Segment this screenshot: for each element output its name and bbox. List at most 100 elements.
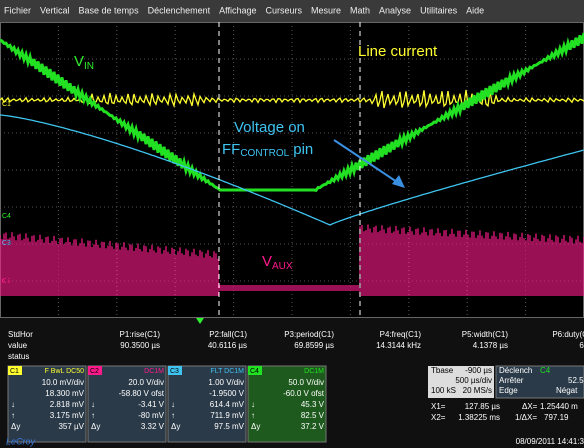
menu-item[interactable]: Déclenchement bbox=[148, 5, 211, 15]
meas-name[interactable]: P4:freq(C1) bbox=[380, 330, 422, 339]
x1-label: X1= bbox=[431, 402, 446, 411]
meas-value: 14.3144 kHz bbox=[376, 341, 421, 350]
menu-item[interactable]: Base de temps bbox=[79, 5, 140, 15]
inv-value: 797.19 bbox=[544, 413, 569, 422]
channel-line: 1.00 V/div bbox=[208, 378, 244, 387]
channel-settings: DC1M bbox=[304, 368, 324, 375]
tbase-div: 500 µs/div bbox=[455, 376, 492, 385]
menu: Fichier Vertical Base de temps Déclenchemen… bbox=[4, 5, 484, 15]
row-label: value bbox=[8, 341, 28, 350]
menu-item[interactable]: Math bbox=[350, 5, 370, 15]
meas-value: 40.6116 µs bbox=[208, 341, 247, 350]
menu-item[interactable]: Fichier bbox=[4, 5, 31, 15]
meas-value: 6.85 bbox=[579, 341, 584, 350]
channel-id: C2 bbox=[90, 368, 99, 375]
menu-item[interactable]: Curseurs bbox=[266, 5, 303, 15]
trace-c3 bbox=[0, 114, 584, 226]
channel-tab bbox=[248, 366, 262, 375]
menu-bar bbox=[0, 0, 584, 22]
ff-tail: pin bbox=[293, 141, 313, 158]
tbase-samples: 100 kS bbox=[431, 386, 456, 395]
x2-value: 1.38225 ms bbox=[458, 413, 500, 422]
trace-c1 bbox=[0, 89, 584, 109]
channel-line: 20.0 V/div bbox=[128, 378, 164, 387]
vin-main: V bbox=[74, 53, 84, 70]
meas-name[interactable]: P1:rise(C1) bbox=[120, 330, 161, 339]
arrow-line bbox=[333, 139, 401, 185]
channel-box[interactable] bbox=[167, 365, 247, 443]
brand: LeCroy bbox=[6, 436, 36, 446]
channel-box[interactable] bbox=[247, 365, 327, 443]
vaux-label: VAUX bbox=[262, 253, 293, 272]
menu-item[interactable]: Aide bbox=[466, 5, 484, 15]
channel-box[interactable] bbox=[87, 365, 167, 443]
stat-symbol: Δy bbox=[251, 422, 260, 431]
stat-symbol: ↓ bbox=[251, 400, 255, 409]
meas-value: 69.8599 µs bbox=[294, 341, 334, 350]
channel-settings: FLT DC1M bbox=[210, 368, 244, 375]
meas-name[interactable]: P2:fall(C1) bbox=[209, 330, 247, 339]
channel-settings: DC1M bbox=[144, 368, 164, 375]
channel-line: 45.3 V bbox=[301, 400, 325, 409]
stat-symbol: ↑ bbox=[171, 411, 175, 420]
channel-settings: F BwL DC50 bbox=[45, 368, 85, 375]
channel-line: 37.2 V bbox=[301, 422, 325, 431]
dx-value: 1.25440 m bbox=[540, 402, 578, 411]
channel-line: 82.5 V bbox=[301, 411, 325, 420]
menu-item[interactable]: Utilitaires bbox=[420, 5, 458, 15]
meas-name[interactable]: P3:period(C1) bbox=[284, 330, 334, 339]
channel-line: -58.80 V ofst bbox=[119, 389, 165, 398]
stat-symbol: ↓ bbox=[171, 400, 175, 409]
ff-sub: CONTROL bbox=[240, 148, 289, 159]
channel-tab bbox=[88, 366, 102, 375]
meas-name[interactable]: P6:duty(C1) bbox=[552, 330, 584, 339]
x1-value: 127.85 µs bbox=[465, 402, 500, 411]
trig-label: Déclench bbox=[499, 366, 532, 375]
tbase-delay: -900 µs bbox=[465, 366, 492, 375]
voltage-on-label: Voltage on bbox=[234, 119, 305, 136]
menu-item[interactable]: Vertical bbox=[40, 5, 70, 15]
trig-slope: Négat bbox=[556, 386, 578, 395]
trig-source: C4 bbox=[540, 366, 551, 375]
trace-c4 bbox=[0, 32, 584, 193]
channel-id: C3 bbox=[170, 368, 179, 375]
menu-item[interactable]: Affichage bbox=[219, 5, 256, 15]
channel-id: C1 bbox=[10, 368, 19, 375]
trigger-box[interactable] bbox=[495, 365, 584, 399]
dx-label: ΔX= bbox=[522, 402, 538, 411]
channel-line: -60.0 V ofst bbox=[283, 389, 325, 398]
row-label: StdHor bbox=[8, 330, 33, 339]
stat-symbol: Δy bbox=[91, 422, 100, 431]
channel-line: 2.818 mV bbox=[50, 400, 85, 409]
channel-line: -3.41 V bbox=[138, 400, 164, 409]
stat-symbol: Δy bbox=[11, 422, 20, 431]
channel-box[interactable] bbox=[7, 365, 87, 443]
ffcontrol-label: FFCONTROL pin bbox=[222, 141, 313, 159]
menu-item[interactable]: Analyse bbox=[379, 5, 411, 15]
trace-c2 bbox=[0, 224, 584, 296]
marker-c2: C2 bbox=[2, 278, 11, 285]
vaux-main: V bbox=[262, 253, 272, 270]
meas-name[interactable]: P5:width(C1) bbox=[462, 330, 509, 339]
channel-tab bbox=[8, 366, 22, 375]
stat-symbol: ↑ bbox=[251, 411, 255, 420]
stat-symbol: ↓ bbox=[11, 400, 15, 409]
marker-c4: C4 bbox=[2, 213, 11, 220]
channel-line: 3.175 mV bbox=[50, 411, 85, 420]
meas-value: 4.1378 µs bbox=[473, 341, 508, 350]
tbase-rate: 20 MS/s bbox=[463, 386, 492, 395]
trig-mode: Arrêter bbox=[499, 376, 524, 385]
stat-symbol: ↑ bbox=[11, 411, 15, 420]
vin-sub: IN bbox=[84, 61, 94, 72]
channel-line: 50.0 V/div bbox=[288, 378, 324, 387]
channel-line: 614.4 mV bbox=[210, 400, 245, 409]
menu-item[interactable]: Mesure bbox=[311, 5, 341, 15]
x2-label: X2= bbox=[431, 413, 446, 422]
row-label: status bbox=[8, 352, 29, 361]
measurement-panel: StdHor value status P1:rise(C1) 90.3500 µs P2… bbox=[6, 330, 584, 446]
marker-c1: C1 bbox=[2, 101, 11, 108]
channel-line: 97.5 mV bbox=[214, 422, 244, 431]
stat-symbol: ↑ bbox=[91, 411, 95, 420]
trig-level: 52.5 bbox=[568, 376, 584, 385]
timebase-box[interactable] bbox=[428, 366, 494, 398]
